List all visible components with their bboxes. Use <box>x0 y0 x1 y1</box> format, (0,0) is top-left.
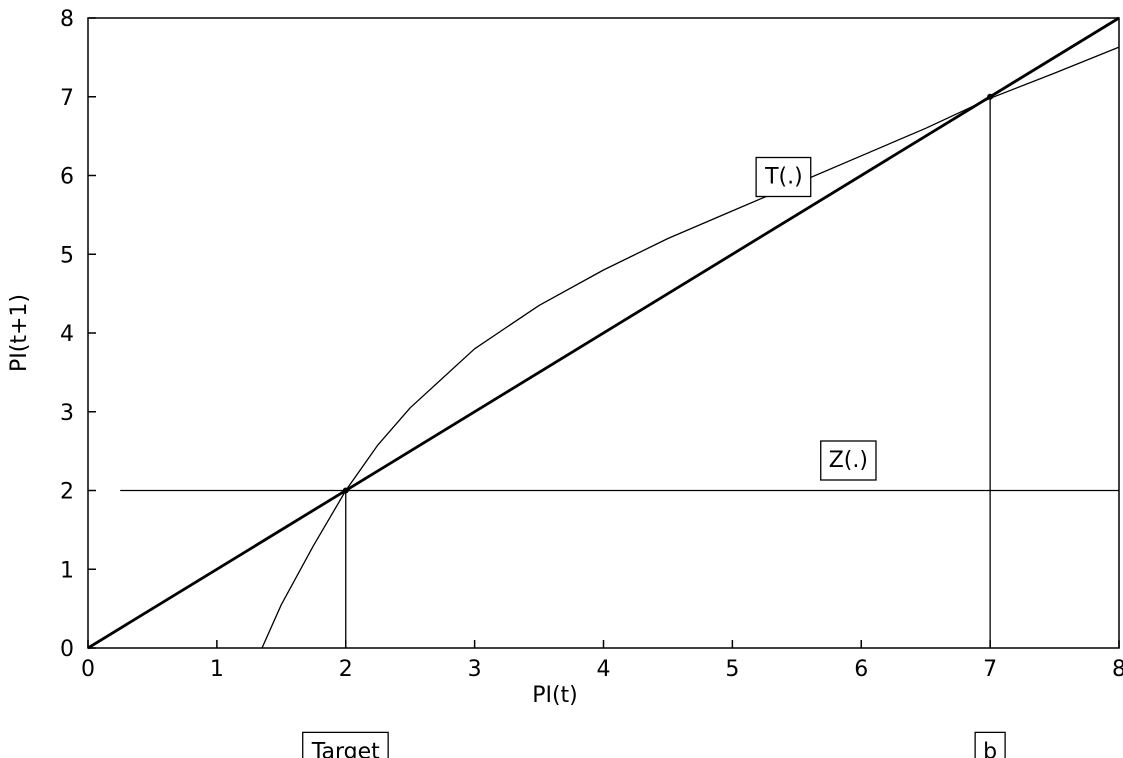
y-tick-label: 0 <box>60 637 74 662</box>
y-tick-label: 2 <box>60 480 74 505</box>
annotation-z: Z(.) <box>820 440 877 481</box>
annotation-box <box>755 156 812 198</box>
ticks-layer: 0 1 2 3 4 5 6 7 8 0 1 2 3 4 5 6 7 8 <box>60 7 1123 682</box>
x-tick-label: 2 <box>339 657 353 682</box>
intersection-point <box>342 487 349 494</box>
x-tick-label: 5 <box>725 657 739 682</box>
x-tick-label: 8 <box>1112 657 1123 682</box>
annotation-box <box>302 731 389 758</box>
intersection-point <box>987 93 994 100</box>
y-tick-label: 1 <box>60 558 74 583</box>
y-tick-label: 4 <box>60 322 74 347</box>
annotation-text: Target <box>311 739 380 758</box>
y-tick-label: 7 <box>60 86 74 111</box>
x-tick-label: 0 <box>81 657 95 682</box>
annotation-text: Z(.) <box>829 448 868 473</box>
y-tick-label: 3 <box>60 401 74 426</box>
annotation-t: T(.) <box>755 156 812 198</box>
annotation-box <box>974 731 1006 758</box>
annotation-text: b <box>983 739 997 758</box>
x-tick-label: 1 <box>210 657 224 682</box>
annotation-target: Target <box>302 731 389 758</box>
markers-layer <box>342 93 994 648</box>
annotation-b: b <box>974 731 1006 758</box>
annotation-text: T(.) <box>764 165 803 190</box>
x-tick-label: 7 <box>983 657 997 682</box>
y-axis-label: PI(t+1) <box>7 294 32 372</box>
series-layer <box>87 16 1120 650</box>
x-tick-label: 4 <box>597 657 611 682</box>
x-tick-label: 6 <box>854 657 868 682</box>
y-tick-label: 8 <box>60 7 74 32</box>
series-t-line <box>261 46 1120 649</box>
annotation-box <box>820 440 877 481</box>
y-tick-label: 6 <box>60 165 74 190</box>
x-axis-label: PI(t) <box>532 683 578 708</box>
series-diagonal-line <box>87 16 1120 650</box>
x-tick-label: 3 <box>468 657 482 682</box>
y-tick-label: 5 <box>60 243 74 268</box>
annotations-layer: T(.) Z(.) Target b <box>302 156 1006 758</box>
